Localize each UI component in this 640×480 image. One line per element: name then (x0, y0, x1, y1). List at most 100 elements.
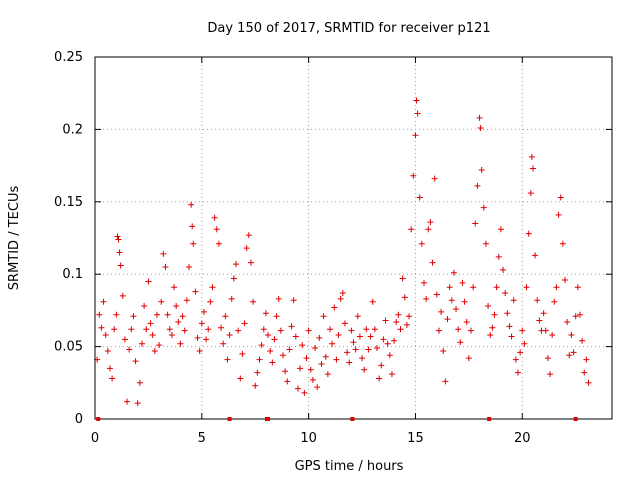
data-point (477, 124, 484, 131)
data-point (151, 347, 158, 354)
data-point (143, 326, 150, 333)
data-point (318, 360, 325, 367)
data-point (111, 326, 118, 333)
data-point (173, 303, 180, 310)
data-point (406, 313, 413, 320)
data-point (376, 375, 383, 382)
data-point (378, 362, 385, 369)
data-point (506, 323, 513, 330)
data-point (186, 263, 192, 270)
gap-marker (266, 417, 271, 421)
data-point (132, 358, 139, 365)
data-point (275, 295, 282, 302)
data-point (243, 245, 250, 252)
data-point (431, 175, 438, 182)
data-point (512, 356, 519, 363)
data-point (559, 240, 566, 247)
data-point (523, 284, 530, 291)
data-point (583, 356, 590, 363)
data-point (250, 298, 257, 305)
data-point (305, 327, 312, 334)
data-point (320, 313, 327, 320)
data-point (346, 359, 353, 366)
data-point (190, 240, 197, 247)
data-point (164, 311, 171, 318)
data-point (361, 366, 368, 373)
data-point (393, 318, 400, 325)
data-point (256, 356, 263, 363)
data-point (282, 368, 289, 375)
data-point (382, 317, 389, 324)
data-point (222, 313, 229, 320)
data-point (536, 317, 543, 324)
data-point (160, 250, 167, 257)
data-point (98, 324, 105, 331)
x-tick-label: 0 (91, 431, 99, 446)
data-point (284, 378, 291, 385)
data-point (162, 263, 169, 270)
gap-marker (487, 417, 492, 421)
data-point (429, 259, 436, 266)
data-point (433, 291, 440, 298)
data-point (350, 339, 357, 346)
data-point (211, 214, 218, 221)
data-point (297, 365, 304, 372)
data-point (102, 332, 109, 339)
data-point (213, 226, 220, 233)
data-point (564, 318, 571, 325)
data-point (218, 324, 225, 331)
data-point (189, 223, 196, 230)
data-point (359, 355, 366, 362)
y-tick-label: 0 (75, 412, 83, 427)
data-point (529, 165, 536, 172)
data-point (337, 295, 344, 302)
data-point (371, 326, 378, 333)
data-point (525, 230, 532, 237)
data-point (476, 114, 483, 121)
data-point (521, 340, 528, 347)
data-point (124, 398, 131, 405)
data-point (391, 337, 398, 344)
data-point (168, 332, 175, 339)
data-point (585, 379, 592, 386)
data-point (267, 347, 274, 354)
data-point (401, 294, 408, 301)
data-point (299, 342, 306, 349)
data-point (194, 334, 201, 341)
data-point (354, 313, 361, 320)
data-point (288, 323, 295, 330)
data-point (179, 313, 186, 320)
data-point (438, 308, 445, 315)
data-points (94, 97, 592, 407)
data-point (500, 266, 507, 273)
data-point (126, 346, 133, 353)
data-point (237, 375, 244, 382)
data-point (241, 320, 248, 327)
data-point (339, 290, 346, 297)
y-tick-label: 0.1 (62, 267, 83, 282)
data-point (508, 333, 515, 340)
data-point (183, 297, 190, 304)
data-point (534, 297, 541, 304)
data-point (233, 261, 239, 268)
data-point (497, 226, 504, 233)
data-point (175, 318, 182, 325)
data-point (153, 311, 160, 318)
y-axis-label: SRMTID / TECUs (7, 186, 22, 291)
y-tick-label: 0.05 (54, 340, 83, 355)
data-point (515, 369, 521, 376)
data-point (188, 201, 195, 208)
data-point (410, 172, 417, 179)
data-point (416, 194, 423, 201)
data-point (453, 305, 460, 312)
data-point (480, 204, 487, 211)
data-point (413, 97, 420, 104)
y-tick-label: 0.15 (54, 195, 83, 210)
data-point (408, 226, 415, 233)
gap-marker (96, 417, 101, 421)
data-point (239, 350, 246, 357)
data-point (540, 310, 547, 317)
data-point (493, 284, 500, 291)
data-point (205, 326, 212, 333)
data-point (96, 311, 103, 318)
